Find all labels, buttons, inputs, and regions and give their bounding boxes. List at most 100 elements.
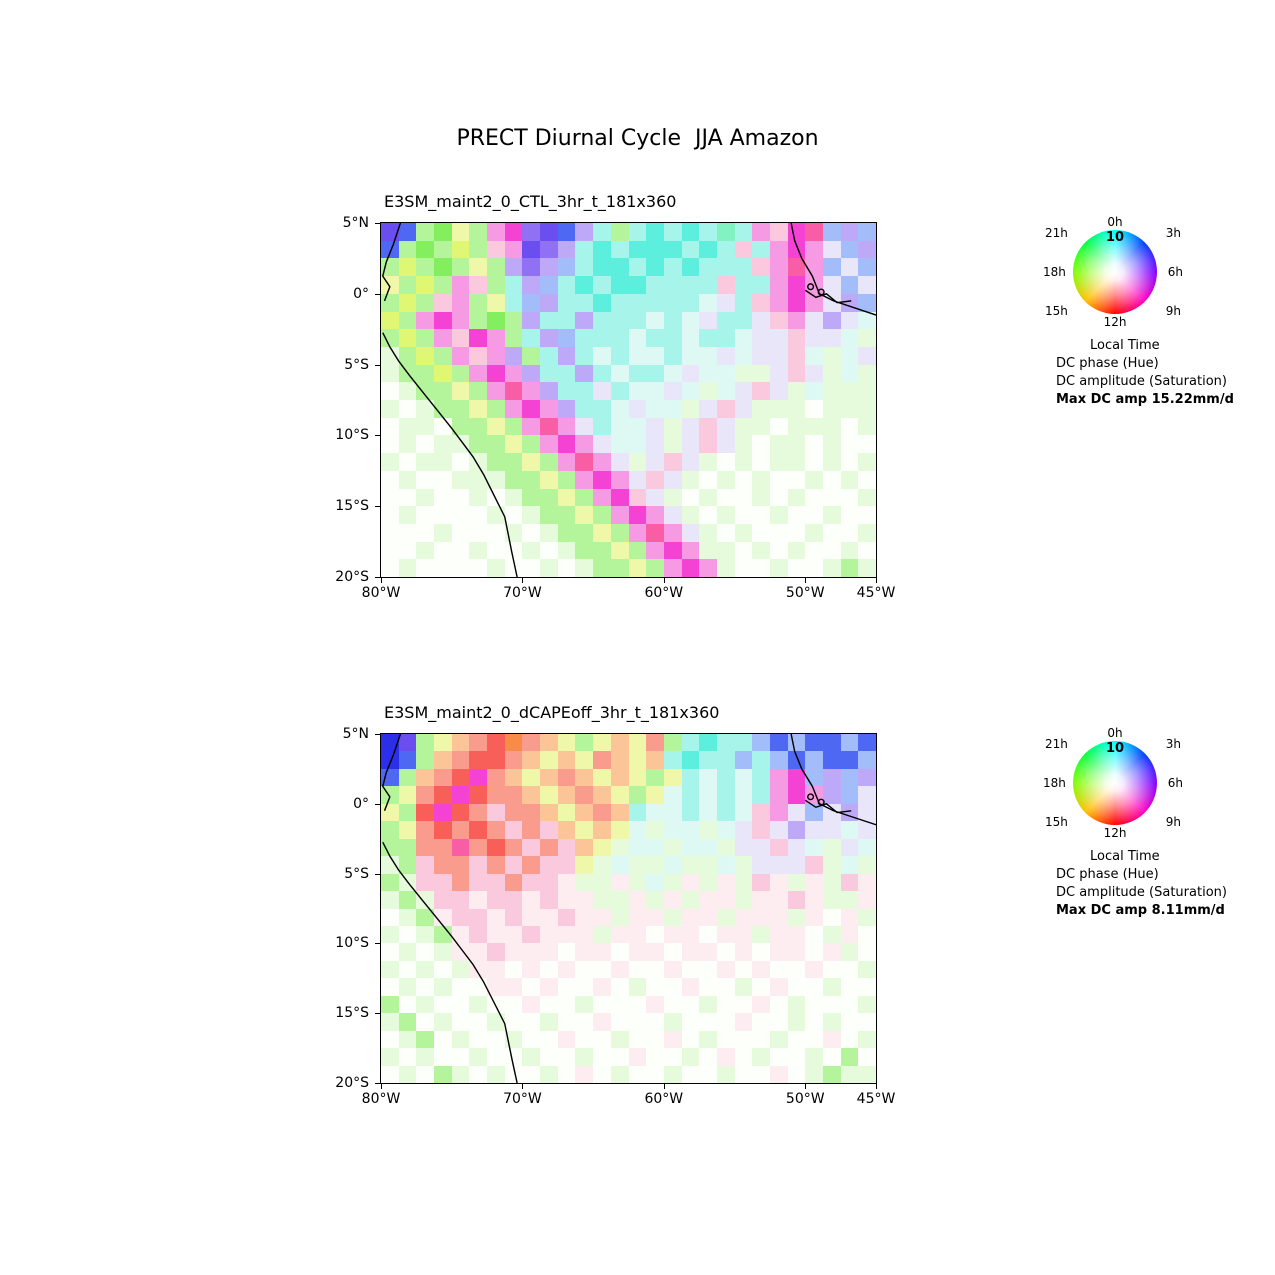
map-cell [504,276,523,294]
map-cell [646,978,664,996]
map-cell [451,470,470,489]
map-cell [593,978,611,996]
map-cell [593,960,611,979]
map-cell [451,364,470,383]
map-cell [504,258,523,277]
map-cell [699,873,717,892]
map-cell [752,803,770,822]
map-cell [381,925,399,944]
panel-2-legend-text: Local Time DC phase (Hue) DC amplitude (Sa… [1056,848,1275,920]
map-cell [805,1065,823,1083]
map-cell [769,1065,788,1083]
map-cell [540,293,558,312]
map-cell [451,768,470,787]
map-cell [557,435,576,454]
map-cell [451,925,470,944]
map-cell [398,311,417,330]
map-cell [522,1048,541,1066]
map-cell [398,786,417,804]
map-cell [487,417,505,436]
map-cell [840,838,859,857]
map-cell [469,821,488,839]
map-cell [610,541,629,560]
map-cell [716,311,735,330]
map-cell [787,311,806,330]
map-cell [504,382,523,400]
map-cell [769,541,788,560]
map-cell [699,223,717,241]
map-cell [646,1048,664,1066]
map-cell [469,293,488,312]
map-cell [805,276,823,294]
map-cell [787,240,806,259]
map-cell [434,435,452,454]
map-cell [434,925,452,944]
map-cell [416,470,435,489]
map-cell [504,240,523,259]
map-cell [734,400,753,418]
map-cell [469,943,488,961]
map-cell [716,873,735,892]
map-cell [822,417,841,436]
map-cell [716,734,735,752]
map-cell [805,751,823,769]
map-cell [752,821,770,839]
map-cell [805,873,823,892]
map-cell [416,838,435,857]
map-cell [805,400,823,418]
map-cell [716,400,735,418]
map-cell [628,1013,647,1031]
map-cell [628,541,647,560]
map-cell [434,1048,452,1066]
map-cell [769,751,788,769]
map-cell [716,908,735,926]
map-cell [434,364,452,383]
map-cell [451,908,470,926]
map-cell [398,734,417,752]
map-cell [840,506,859,524]
map-cell [840,382,859,400]
map-cell [663,417,682,436]
x-tick-mark [522,577,524,583]
map-cell [381,821,399,839]
map-cell [557,329,576,347]
map-cell [522,453,541,471]
map-cell [787,417,806,436]
map-cell [716,751,735,769]
map-cell [822,908,841,926]
map-cell [593,276,611,294]
map-cell [416,821,435,839]
map-cell [504,523,523,542]
panel-2-map: 80°W 70°W 60°W 50°W 45°W 5°N 0° 5°S 10°S 15°S 20°… [335,726,895,1107]
map-cell [575,559,594,577]
map-cell [540,960,558,979]
map-cell [593,891,611,909]
map-cell [557,1030,576,1049]
map-cell [575,786,594,804]
map-cell [805,786,823,804]
map-cell [593,523,611,542]
map-cell [752,488,770,507]
map-cell [646,1030,664,1049]
map-cell [398,417,417,436]
map-cell [858,276,876,294]
clock-label-6h: 6h [1167,776,1183,790]
map-cell [628,329,647,347]
map-cell [628,506,647,524]
map-cell [699,488,717,507]
map-cell [805,506,823,524]
map-cell [381,1048,399,1066]
map-cell [434,803,452,822]
map-cell [593,751,611,769]
map-cell [504,1065,523,1083]
map-cell [752,856,770,874]
map-cell [610,768,629,787]
y-tick-mark [375,873,381,875]
map-cell [663,541,682,560]
map-cell [522,311,541,330]
map-cell [557,240,576,259]
map-cell [557,293,576,312]
clock-label-6h: 6h [1167,265,1183,279]
map-cell [628,943,647,961]
map-cell [822,838,841,857]
